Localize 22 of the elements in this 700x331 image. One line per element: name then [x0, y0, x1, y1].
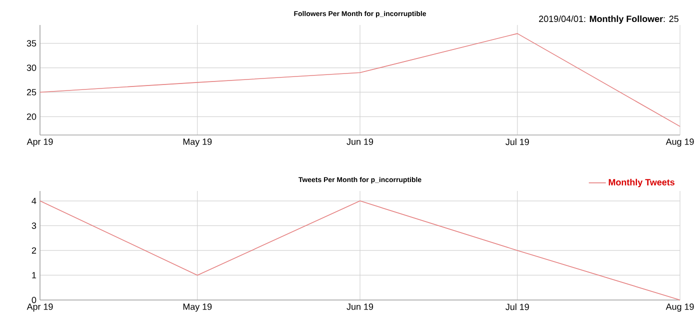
x-tick-label: Jul 19 — [506, 304, 529, 310]
x-tick-label: Apr 19 — [26, 304, 53, 312]
line-series — [40, 33, 680, 127]
y-tick-label: 3 — [32, 222, 36, 229]
x-tick-label: May 19 — [183, 138, 212, 147]
y-tick-label: 20 — [26, 113, 36, 120]
x-tick-label: Jun 19 — [346, 138, 374, 145]
y-tick-label: 2 — [32, 247, 36, 254]
y-tick-label: 30 — [26, 64, 36, 71]
y-tick-label: 4 — [32, 198, 36, 204]
y-tick-label: 35 — [26, 40, 36, 47]
y-tick-label: 25 — [26, 89, 36, 96]
x-tick-label: Jul 19 — [506, 138, 529, 146]
y-tick-label: 1 — [32, 272, 36, 278]
y-tick-label: 0 — [32, 296, 36, 304]
x-tick-label: Jun 19 — [346, 304, 374, 310]
x-tick-label: May 19 — [183, 304, 212, 312]
x-tick-label: Aug 19 — [666, 304, 694, 312]
x-tick-label: Apr 19 — [26, 138, 53, 147]
text: 2019/04/01: Monthly Follower: 25 — [539, 15, 678, 24]
legend-label: Monthly Tweets — [608, 178, 674, 188]
x-tick-label: Aug 19 — [666, 138, 694, 147]
